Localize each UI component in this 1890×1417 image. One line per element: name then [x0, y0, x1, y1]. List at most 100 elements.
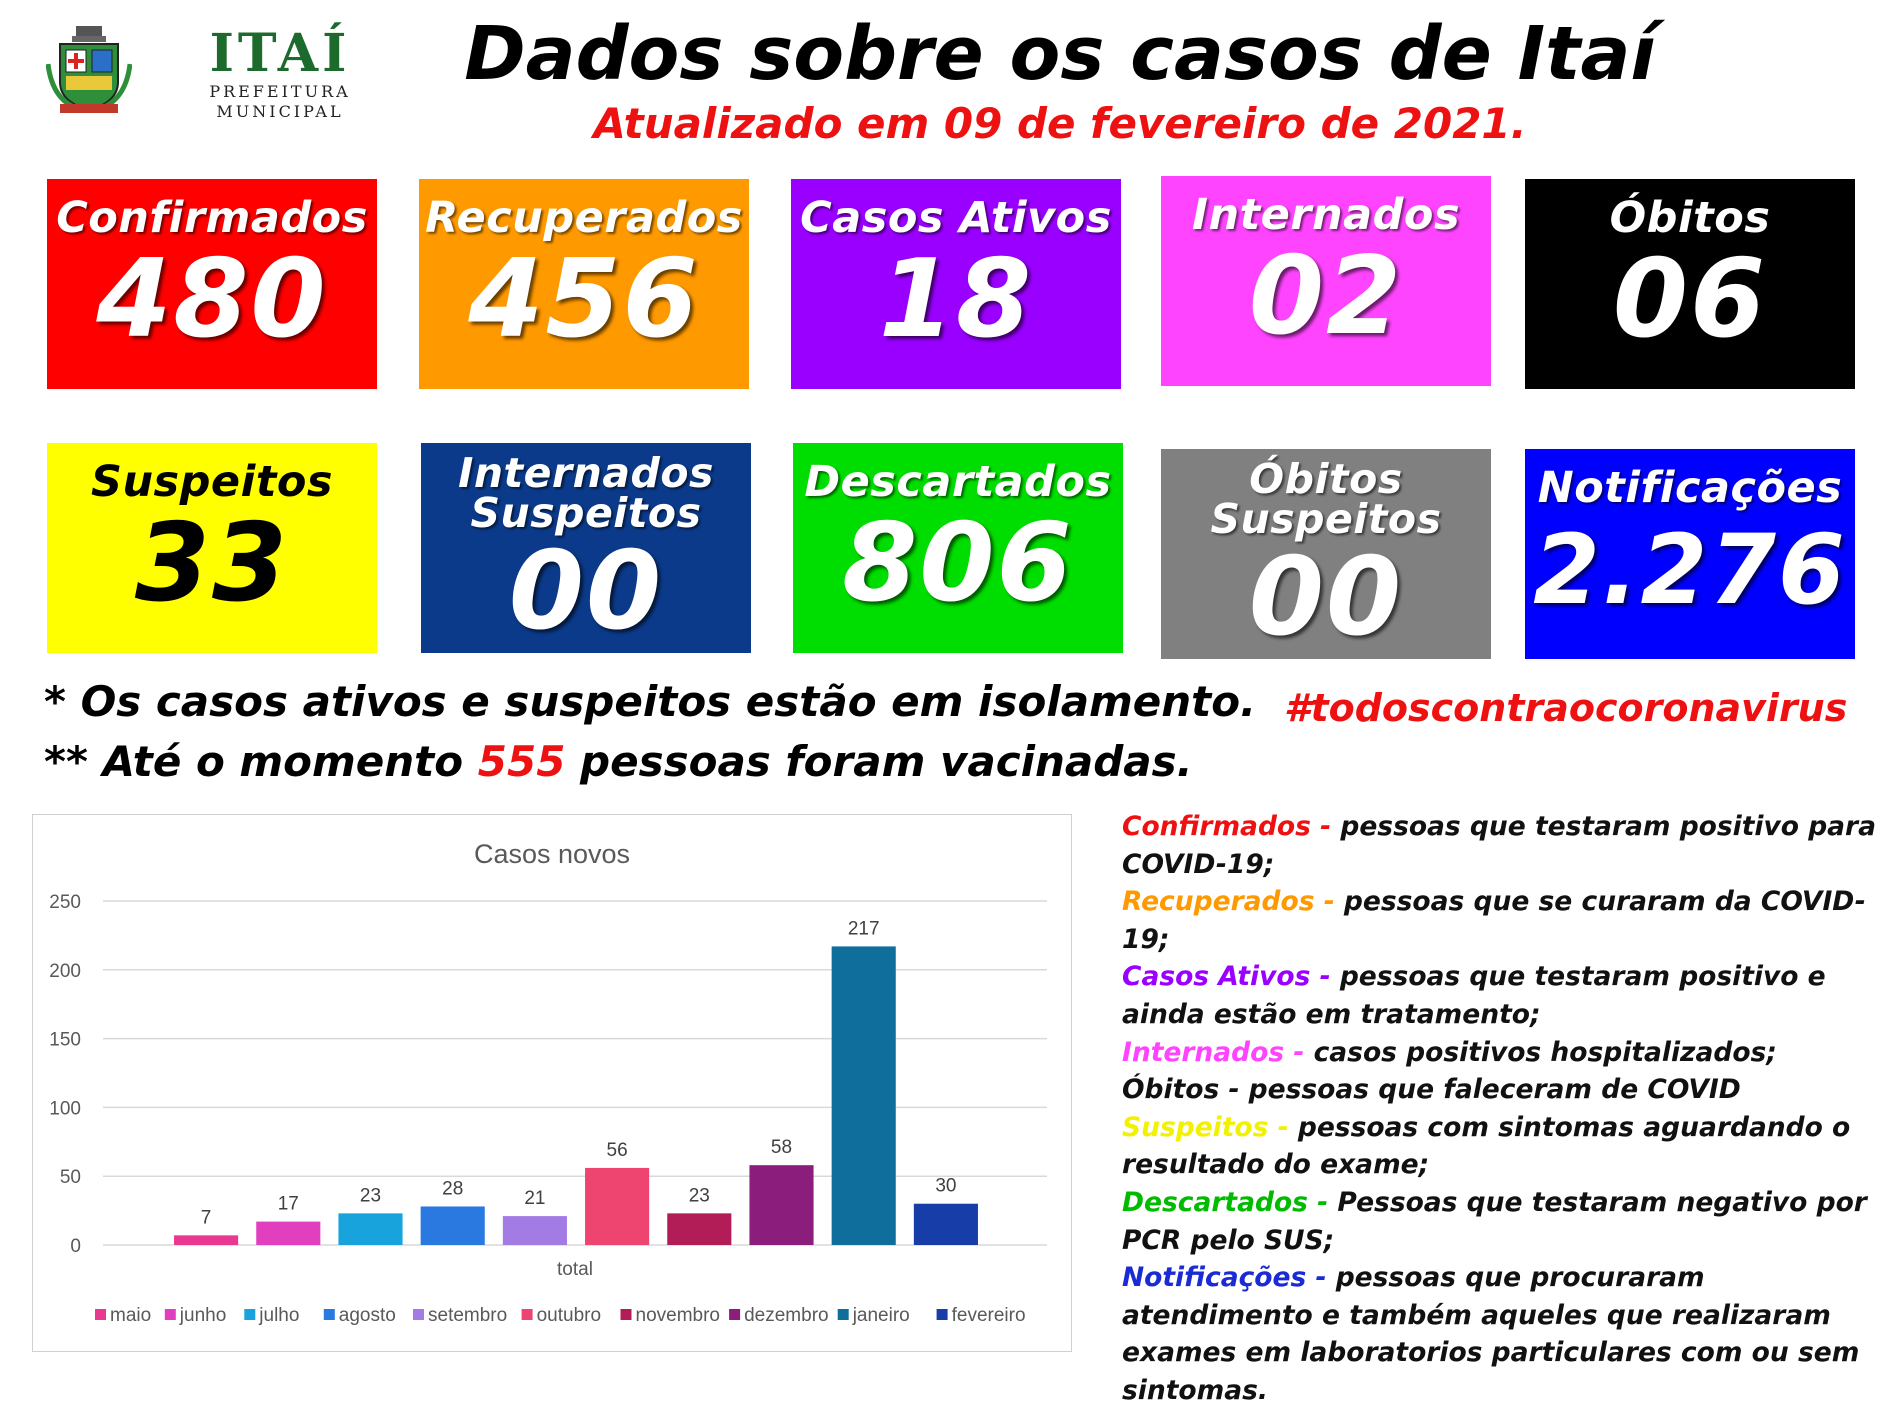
legend-swatch — [95, 1309, 106, 1320]
legend-swatch — [244, 1309, 256, 1320]
bar-janeiro — [831, 946, 896, 1245]
legend-swatch — [413, 1309, 424, 1320]
y-tick-label: 50 — [60, 1167, 81, 1188]
stat-box-notificacoes: Notificações 2.276 — [1525, 449, 1855, 659]
bar-setembro — [502, 1216, 567, 1245]
stat-box-descartados: Descartados 806 — [793, 443, 1123, 653]
definition-term: Internados - — [1122, 1036, 1314, 1068]
definition-text: pessoas que faleceram de COVID — [1239, 1074, 1741, 1106]
bar-maio — [174, 1235, 239, 1245]
stat-label: Suspeitos — [90, 457, 334, 507]
legend-label: fevereiro — [952, 1305, 1026, 1326]
definition-term: Casos Ativos - — [1122, 961, 1331, 993]
city-coat-of-arms-logo — [45, 24, 133, 116]
hashtag: #todoscontraocoronavirus — [1284, 686, 1848, 730]
stat-value: 2.276 — [1533, 514, 1847, 626]
definition-term: Suspeitos - — [1122, 1111, 1289, 1143]
bar-julho — [338, 1213, 403, 1245]
bar-fevereiro — [913, 1203, 978, 1245]
definition-item: Óbitos - pessoas que faleceram de COVID — [1122, 1071, 1882, 1109]
legend-label: dezembro — [744, 1305, 829, 1326]
definition-text: pessoas que procuraram atendimento e tam… — [1122, 1262, 1860, 1406]
y-tick-label: 200 — [49, 961, 81, 982]
definition-text: pessoas que se curaram da COVID-19; — [1122, 886, 1866, 955]
stat-label: Recuperados — [425, 193, 743, 243]
data-label: 30 — [935, 1176, 956, 1197]
data-label: 58 — [771, 1137, 792, 1158]
page-title: Dados sobre os casos de Itaí — [464, 11, 1656, 97]
stat-value: 18 — [878, 237, 1034, 362]
stat-value: 806 — [842, 501, 1074, 626]
data-label: 217 — [848, 918, 880, 939]
bar-agosto — [420, 1206, 485, 1245]
stat-box-internados-suspeitos: Internados Suspeitos 00 — [421, 443, 751, 653]
data-label: 7 — [201, 1207, 212, 1228]
definition-term: Notificações - — [1122, 1262, 1327, 1294]
legend-swatch — [729, 1309, 741, 1320]
legend-swatch — [837, 1309, 849, 1320]
chart-frame: Casos novos 0 50 100 150 200 250 7 17 23 28 21 56 23 5… — [32, 814, 1072, 1352]
stat-label: Internados — [1191, 190, 1461, 240]
definition-text: pessoas que testaram positivo e ainda es… — [1122, 961, 1826, 1030]
stat-value: 480 — [96, 237, 328, 362]
definition-term: Confirmados - — [1122, 811, 1332, 842]
legend-swatch — [936, 1309, 948, 1320]
data-label: 23 — [360, 1185, 381, 1206]
y-tick-label: 150 — [49, 1030, 81, 1051]
isolation-note: * Os casos ativos e suspeitos estão em i… — [44, 677, 1257, 726]
legend-label: outubro — [537, 1305, 601, 1326]
stat-label: Óbitos Suspeitos — [1210, 455, 1442, 543]
legend-label: novembro — [636, 1305, 721, 1326]
bar-chart: Casos novos 0 50 100 150 200 250 7 17 23 28 21 56 23 5… — [49, 839, 1047, 1326]
legend-label: setembro — [428, 1305, 507, 1326]
stat-label: Casos Ativos — [800, 193, 1112, 243]
stat-value: 00 — [1248, 535, 1404, 660]
definition-item: Casos Ativos - pessoas que testaram posi… — [1122, 958, 1882, 1033]
stat-value: 02 — [1248, 234, 1404, 359]
definition-item: Descartados - Pessoas que testaram negat… — [1122, 1184, 1882, 1259]
stat-box-recuperados: Recuperados 456 — [419, 179, 749, 389]
definition-term: Descartados - — [1122, 1186, 1329, 1218]
vaccination-note-prefix: ** Até o momento — [44, 737, 478, 786]
stat-box-suspeitos: Suspeitos 33 — [47, 443, 377, 653]
definition-text: pessoas que testaram positivo para COVID… — [1122, 811, 1877, 880]
vaccination-note: ** Até o momento 555 pessoas foram vacin… — [44, 736, 1193, 788]
x-category-label: total — [557, 1259, 593, 1280]
vaccinated-count: 555 — [477, 737, 566, 786]
legend-label: maio — [110, 1305, 151, 1326]
definition-text: pessoas com sintomas aguardando o result… — [1122, 1111, 1851, 1181]
stat-box-obitos-suspeitos: Óbitos Suspeitos 00 — [1161, 449, 1491, 659]
stat-box-confirmados: Confirmados 480 — [47, 179, 377, 389]
data-label: 28 — [442, 1178, 463, 1199]
definition-text: casos positivos hospitalizados; — [1313, 1036, 1777, 1068]
stat-box-obitos: Óbitos 06 — [1525, 179, 1855, 389]
stat-box-casos-ativos: Casos Ativos 18 — [791, 179, 1121, 389]
y-tick-label: 100 — [49, 1098, 81, 1119]
legend-swatch — [164, 1309, 176, 1320]
y-tick-label: 0 — [70, 1236, 81, 1257]
stat-value: 33 — [134, 501, 290, 626]
legend-label: agosto — [339, 1305, 396, 1326]
stat-label: Descartados — [804, 457, 1112, 507]
definition-item: Internados - casos positivos hospitaliza… — [1122, 1034, 1882, 1072]
data-label: 56 — [607, 1140, 628, 1161]
data-label: 23 — [689, 1185, 710, 1206]
legend-swatch — [620, 1309, 632, 1320]
legend-swatch — [323, 1309, 335, 1320]
bar-junho — [256, 1221, 321, 1245]
definitions-legend: Confirmados - pessoas que testaram posit… — [1122, 808, 1882, 1410]
bar-outubro — [585, 1167, 650, 1245]
definition-item: Recuperados - pessoas que se curaram da … — [1122, 883, 1882, 958]
legend-swatch — [521, 1309, 533, 1320]
legend-label: junho — [179, 1305, 227, 1326]
stat-value: 456 — [468, 237, 700, 362]
vaccination-note-suffix: pessoas foram vacinadas. — [565, 737, 1193, 786]
data-label: 17 — [278, 1194, 299, 1215]
definition-text: Pessoas que testaram negativo por PCR pe… — [1122, 1186, 1867, 1256]
legend-label: julho — [258, 1305, 299, 1326]
stat-value: 00 — [508, 529, 664, 654]
definition-item: Confirmados - pessoas que testaram posit… — [1122, 808, 1882, 883]
bar-dezembro — [749, 1165, 814, 1245]
definition-item: Suspeitos - pessoas com sintomas aguarda… — [1122, 1109, 1882, 1184]
brand-block: ITAÍ PREFEITURA MUNICIPAL — [150, 26, 410, 122]
